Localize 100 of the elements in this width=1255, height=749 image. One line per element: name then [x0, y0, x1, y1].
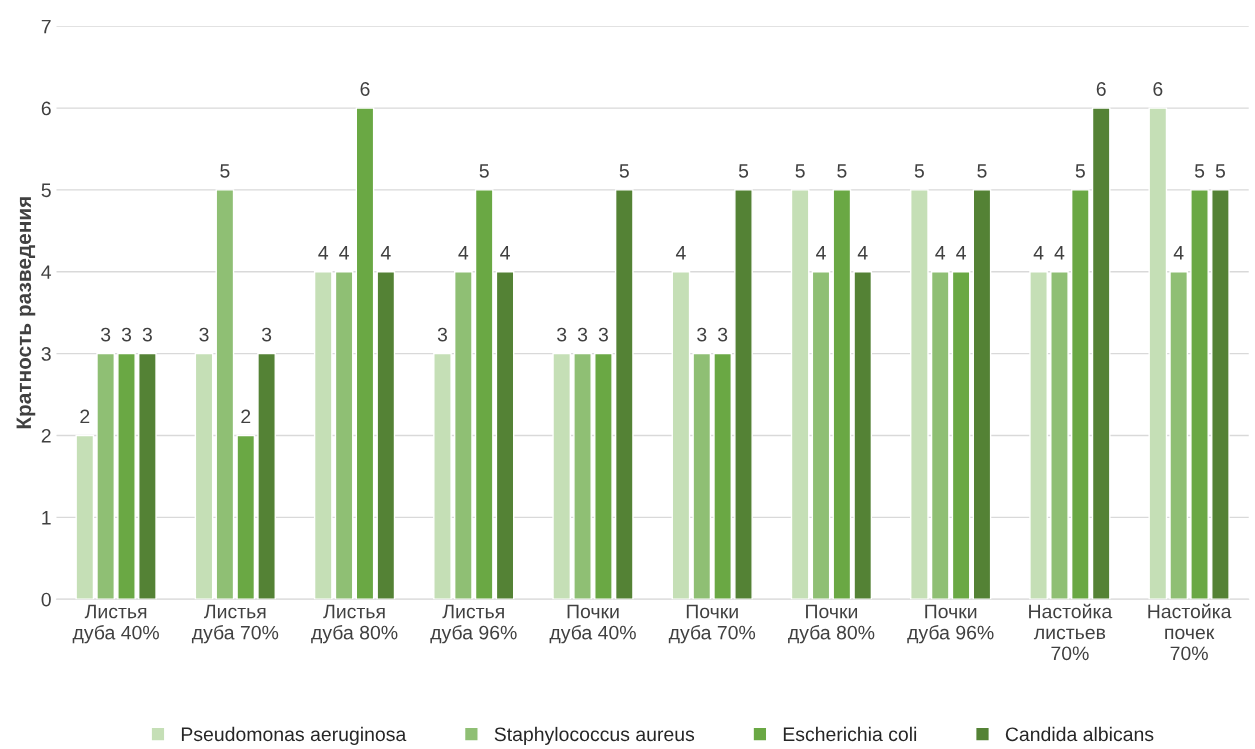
bar — [75, 434, 95, 600]
bar — [355, 107, 375, 600]
data-label: 4 — [1033, 246, 1044, 260]
data-label: 5 — [1215, 164, 1225, 178]
x-tick-label: Настойка листьев 70% — [1029, 603, 1113, 661]
bar — [930, 271, 950, 600]
y-tick-label: 7 — [41, 19, 51, 34]
data-label: 4 — [816, 246, 826, 260]
y-tick-label: 1 — [42, 511, 51, 525]
data-label: 4 — [458, 246, 469, 260]
data-label: 4 — [500, 246, 510, 260]
data-label: 6 — [1096, 82, 1106, 96]
x-tick-label: Почки дуба 96% — [907, 604, 994, 644]
bar — [910, 189, 929, 600]
y-tick-label: 4 — [41, 265, 52, 279]
bar — [433, 352, 452, 600]
data-label: 3 — [100, 327, 111, 342]
y-axis-title: Кратность разведения — [16, 197, 36, 429]
bar — [1070, 189, 1090, 600]
data-label: 5 — [619, 164, 629, 178]
bar — [594, 352, 613, 600]
bar — [1091, 107, 1111, 600]
x-tick-label: Листья дуба 80% — [311, 604, 398, 644]
data-label: 4 — [1054, 246, 1065, 260]
bar — [972, 189, 992, 600]
legend-label: Pseudomonas aeruginosa — [181, 726, 407, 745]
bar — [313, 271, 333, 600]
data-label: 6 — [1153, 82, 1163, 96]
bar — [117, 352, 136, 600]
data-label: 6 — [360, 82, 370, 96]
data-label: 4 — [339, 246, 349, 260]
bar — [713, 352, 732, 600]
data-label: 3 — [121, 327, 132, 342]
data-label: 3 — [697, 327, 707, 342]
data-label: 5 — [1075, 164, 1085, 178]
data-label: 4 — [675, 246, 686, 260]
x-tick-label: Листья дуба 70% — [191, 604, 279, 644]
legend-label: Candida albicans — [1005, 726, 1154, 742]
legend-label: Escherichia coli — [783, 726, 917, 742]
bar — [334, 271, 354, 600]
data-label: 3 — [199, 327, 209, 342]
bar — [614, 189, 634, 600]
bar — [1050, 271, 1069, 600]
data-label: 3 — [142, 327, 152, 342]
bar — [495, 271, 515, 600]
bar — [573, 352, 592, 600]
bar — [692, 352, 712, 600]
x-tick-label: Почки дуба 70% — [668, 604, 756, 644]
data-label: 5 — [738, 164, 749, 178]
data-label: 3 — [717, 327, 728, 342]
bar — [1211, 189, 1230, 600]
x-tick-label: Настойка почек 70% — [1148, 603, 1232, 661]
bar — [1169, 271, 1189, 600]
bar — [257, 352, 276, 600]
bar — [1029, 271, 1048, 600]
bar — [734, 189, 753, 600]
x-tick-label: Листья дуба 96% — [430, 604, 517, 644]
data-label: 5 — [795, 164, 805, 178]
legend-label: Staphylococcus aureus — [494, 726, 695, 745]
data-label: 4 — [935, 246, 946, 260]
data-label: 4 — [857, 246, 868, 260]
data-label: 3 — [261, 327, 272, 342]
bar — [811, 271, 831, 600]
data-label: 3 — [598, 327, 608, 342]
data-label: 5 — [220, 164, 230, 178]
data-label: 5 — [914, 164, 924, 178]
data-label: 5 — [479, 164, 489, 178]
data-label: 3 — [577, 327, 588, 342]
bar — [453, 271, 473, 600]
y-tick-label: 6 — [41, 101, 51, 116]
y-tick-label: 2 — [41, 428, 51, 443]
y-tick-label: 5 — [41, 183, 51, 198]
y-tick-label: 0 — [41, 592, 51, 607]
data-label: 5 — [1194, 164, 1205, 178]
bar — [194, 352, 214, 600]
bar — [376, 271, 396, 600]
bar — [474, 189, 494, 600]
x-tick-label: Листья дуба 40% — [72, 604, 159, 644]
y-tick-label: 3 — [41, 347, 51, 361]
bar — [1148, 107, 1168, 600]
data-label: 3 — [557, 327, 567, 342]
data-label: 4 — [380, 246, 391, 260]
bar — [853, 271, 873, 600]
x-tick-label: Почки дуба 80% — [788, 604, 875, 644]
data-label: 5 — [837, 164, 847, 178]
data-label: 4 — [318, 246, 329, 260]
x-tick-label: Почки дуба 40% — [549, 604, 636, 644]
data-label: 5 — [977, 164, 987, 178]
bar — [215, 189, 235, 600]
bar — [1190, 189, 1209, 600]
bar — [138, 352, 157, 600]
bar — [671, 271, 691, 600]
data-label: 2 — [80, 409, 90, 424]
bar — [790, 189, 810, 600]
bar — [951, 271, 971, 600]
bar — [96, 352, 115, 600]
bar — [552, 352, 572, 600]
bar — [832, 189, 852, 600]
data-label: 3 — [437, 327, 448, 342]
data-label: 4 — [1173, 246, 1184, 260]
